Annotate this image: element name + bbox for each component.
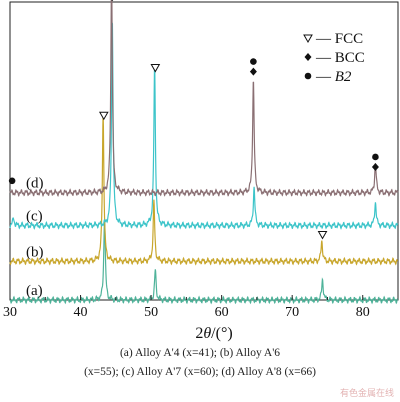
legend-label-0: — FCC [315, 31, 363, 47]
x-tick-label-0: 30 [3, 305, 17, 320]
series-label-2: (c) [26, 209, 43, 225]
legend-label-2: — B2 [315, 69, 352, 85]
peak-marker-1-0 [98, 111, 109, 121]
peak-marker-6-1 [371, 162, 379, 171]
peak-marker-4-1 [249, 67, 257, 76]
legend-label-1: — BCC [315, 50, 365, 66]
peak-marker-3-0 [150, 64, 161, 73]
legend-marker-0 [303, 34, 313, 44]
caption-line-1: (a) Alloy A'4 (x=41); (b) Alloy A'6 [119, 347, 281, 359]
x-tick-label-4: 70 [285, 305, 299, 320]
series-label-3: (d) [26, 176, 44, 192]
legend-marker-1 [304, 53, 312, 61]
plot-frame [9, 1, 399, 301]
peak-marker-4-0 [250, 58, 257, 65]
x-tick-label-3: 60 [215, 305, 229, 320]
series-2-trace [9, 22, 399, 230]
legend-marker-2 [304, 72, 312, 80]
peak-marker-6-0 [372, 153, 379, 161]
x-tick-label-2: 50 [144, 305, 158, 320]
series-1-trace [9, 112, 398, 266]
series-3-trace [9, 0, 399, 198]
x-tick-label-5: 80 [356, 305, 370, 320]
series-0-trace [9, 219, 399, 305]
xrd-chart: (a) (b) (c) (d) 30 40 50 60 70 80 2θ/(°) — FCC — BCC… [3, 0, 399, 342]
series-label-1: (b) [26, 244, 44, 260]
peak-marker-5-0 [317, 230, 328, 240]
series-label-0: (a) [26, 283, 43, 299]
x-axis-label: 2θ/(°) [195, 325, 232, 342]
caption-line-2: (x=55); (c) Alloy A'7 (x=60); (d) Alloy … [84, 366, 316, 378]
x-tick-label-1: 40 [74, 305, 88, 320]
peak-marker-0-0 [8, 177, 16, 185]
peak-marker-2-1 [111, 0, 114, 2]
watermark: 有色金属在线 [339, 389, 394, 399]
